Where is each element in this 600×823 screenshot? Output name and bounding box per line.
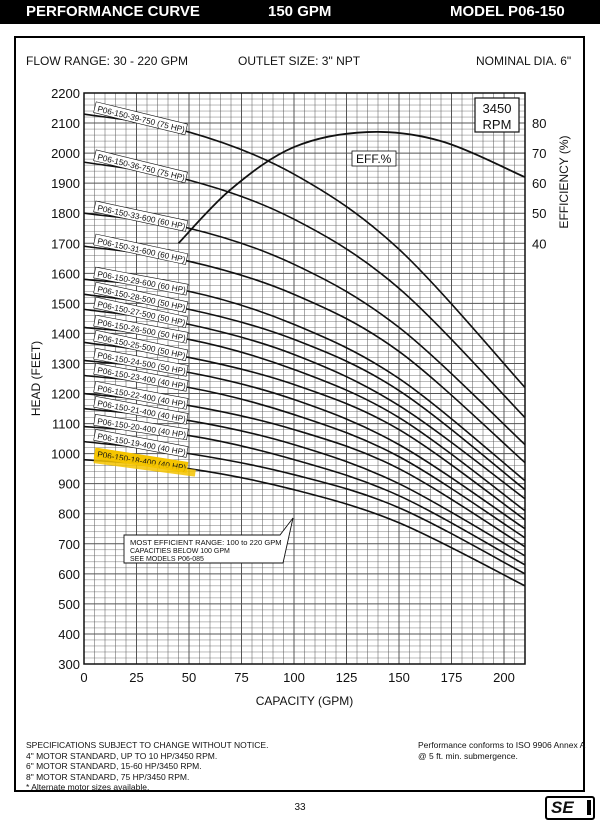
label-box (93, 296, 189, 329)
y-tick-label: 1400 (51, 326, 80, 341)
x-tick-label: 175 (441, 670, 463, 685)
flow-rating: 150 GPM (268, 3, 332, 20)
footer-notes: SPECIFICATIONS SUBJECT TO CHANGE WITHOUT… (26, 740, 268, 793)
y2-tick-label: 50 (532, 206, 546, 221)
y-tick-label: 1000 (51, 447, 80, 462)
x-axis-title: CAPACITY (GPM) (256, 694, 354, 708)
y-tick-label: 2000 (51, 146, 80, 161)
y-tick-label: 1500 (51, 296, 80, 311)
model-number: MODEL P06-150 (450, 3, 565, 20)
chart-frame (14, 36, 585, 792)
title-bar: PERFORMANCE CURVE 150 GPM MODEL P06-150 (0, 0, 600, 24)
label-box (93, 149, 188, 184)
y-tick-label: 800 (58, 507, 80, 522)
y-tick-label: 500 (58, 597, 80, 612)
y-tick-label: 2100 (51, 116, 80, 131)
curve-label: P06-150-36-750 (75 HP) (93, 149, 188, 184)
label-box (93, 101, 188, 136)
rpm-unit: RPM (483, 117, 512, 132)
curve-label: P06-150-39-750 (75 HP) (93, 101, 188, 136)
y2-axis-title: EFFICIENCY (%) (557, 135, 571, 228)
label-box (93, 329, 189, 362)
label-box (93, 233, 189, 265)
highlight-band (93, 456, 196, 477)
plot-border (83, 92, 526, 665)
y-tick-label: 1200 (51, 387, 80, 402)
y-tick-label: 1900 (51, 176, 80, 191)
standards-note: Performance conforms to ISO 9906 Annex A… (418, 740, 585, 761)
x-tick-label: 150 (388, 670, 410, 685)
x-tick-label: 75 (234, 670, 248, 685)
x-tick-label: 100 (283, 670, 305, 685)
y2-tick-label: 60 (532, 176, 546, 191)
y2-tick-label: 70 (532, 146, 546, 161)
label-box (93, 200, 189, 232)
label-box (93, 347, 189, 377)
footer-note: 8" MOTOR STANDARD, 75 HP/3450 RPM. (26, 771, 190, 782)
label-box (93, 266, 189, 296)
y2-tick-label: 80 (532, 116, 546, 131)
curve-label-text: P06-150-36-750 (75 HP) (96, 153, 185, 183)
page-number: 33 (294, 802, 306, 813)
logo-text: SE (551, 798, 574, 817)
x-tick-label: 25 (129, 670, 143, 685)
footer-note: * Alternate motor sizes available. (26, 782, 150, 792)
note-line: MOST EFFICIENT RANGE: 100 to 220 GPM (130, 538, 282, 547)
y2-tick-label: 40 (532, 236, 546, 251)
page-title: PERFORMANCE CURVE (26, 3, 200, 20)
blank-box (268, 736, 396, 750)
standards-line: @ 5 ft. min. submergence. (418, 750, 518, 761)
y-tick-label: 1100 (52, 417, 80, 432)
label-box (93, 362, 189, 392)
label-box (93, 395, 189, 425)
flow-range: FLOW RANGE: 30 - 220 GPM (26, 54, 189, 68)
footer-note: 4" MOTOR STANDARD, UP TO 10 HP/3450 RPM. (26, 750, 218, 761)
eff-label-box (351, 150, 397, 167)
x-tick-label: 200 (493, 670, 515, 685)
eff-label: EFF.% (356, 152, 392, 166)
note-line: SEE MODELS P06-085 (130, 556, 204, 563)
note-callout (123, 517, 294, 564)
footer-note: 6" MOTOR STANDARD, 15-60 HP/3450 RPM. (26, 761, 202, 771)
note-line: CAPACITIES BELOW 100 GPM (130, 548, 230, 555)
y-tick-label: 300 (58, 657, 80, 672)
logo-bar (587, 800, 591, 815)
y-tick-label: 1600 (51, 266, 80, 281)
y-tick-label: 400 (58, 627, 80, 642)
label-box (93, 380, 189, 410)
outlet-size: OUTLET SIZE: 3" NPT (238, 54, 361, 68)
standards-line: Performance conforms to ISO 9906 Annex A (418, 740, 586, 750)
rpm-box (474, 97, 520, 133)
label-box (93, 414, 189, 441)
brand-logo: SE (545, 796, 595, 820)
label-box (93, 429, 189, 458)
x-tick-label: 125 (336, 670, 358, 685)
efficiency-curve (177, 130, 526, 244)
y-tick-label: 1700 (51, 236, 80, 251)
y-tick-label: 900 (58, 477, 80, 492)
label-box (93, 314, 189, 344)
rpm-value: 3450 (483, 101, 512, 116)
label-box (93, 281, 189, 314)
x-tick-label: 50 (182, 670, 196, 685)
y-tick-label: 1800 (51, 206, 80, 221)
footer-note: SPECIFICATIONS SUBJECT TO CHANGE WITHOUT… (26, 740, 269, 750)
curve-label-text: P06-150-39-750 (75 HP) (96, 104, 185, 134)
nominal-diameter: NOMINAL DIA. 6" (476, 54, 572, 68)
x-tick-label: 0 (80, 670, 87, 685)
y-tick-label: 1300 (51, 356, 80, 371)
y-tick-label: 700 (58, 537, 80, 552)
y-axis-title: HEAD (FEET) (29, 341, 43, 416)
y-tick-label: 2200 (51, 86, 80, 101)
y-tick-label: 600 (58, 567, 80, 582)
